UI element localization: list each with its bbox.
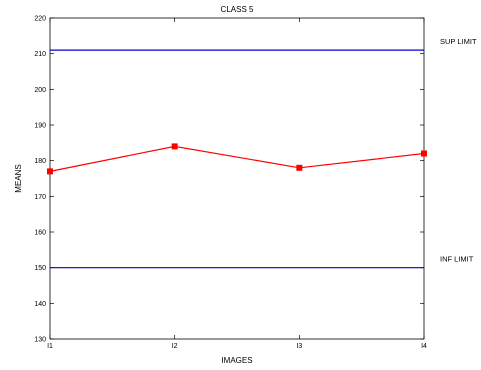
y-tick-label: 170 <box>34 194 46 201</box>
x-tick-label: I4 <box>421 343 427 350</box>
x-tick-label: I2 <box>172 343 178 350</box>
y-axis-ticks: 130 140 150 160 170 180 190 200 210 220 <box>34 16 424 344</box>
data-point-marker <box>421 150 427 157</box>
y-tick-label: 150 <box>34 265 46 272</box>
reference-lines: SUP LIMIT INF LIMIT <box>50 37 477 269</box>
series-layer <box>47 143 427 175</box>
y-tick-label: 180 <box>34 158 46 165</box>
y-tick-label: 200 <box>34 87 46 94</box>
series-line <box>49 145 425 172</box>
y-tick-label: 190 <box>34 123 46 130</box>
data-point-marker <box>47 168 53 175</box>
y-tick-label: 140 <box>34 301 46 308</box>
y-tick-label: 220 <box>34 16 46 23</box>
y-axis-label: MEANS <box>14 164 23 192</box>
x-tick-label: I1 <box>47 343 53 350</box>
x-axis-ticks: I1 I2 I3 I4 <box>47 18 427 350</box>
x-tick-label: I3 <box>296 343 302 350</box>
data-point-marker <box>296 164 303 171</box>
x-axis-label: IMAGES <box>221 356 252 365</box>
plot-area <box>49 17 425 340</box>
y-tick-label: 160 <box>34 230 46 237</box>
limit-label: SUP LIMIT <box>440 37 477 46</box>
chart-title: CLASS 5 <box>221 5 254 14</box>
y-tick-label: 210 <box>34 51 46 58</box>
data-point-marker <box>171 143 178 150</box>
y-tick-label: 130 <box>34 337 46 344</box>
limit-label: INF LIMIT <box>440 255 474 264</box>
